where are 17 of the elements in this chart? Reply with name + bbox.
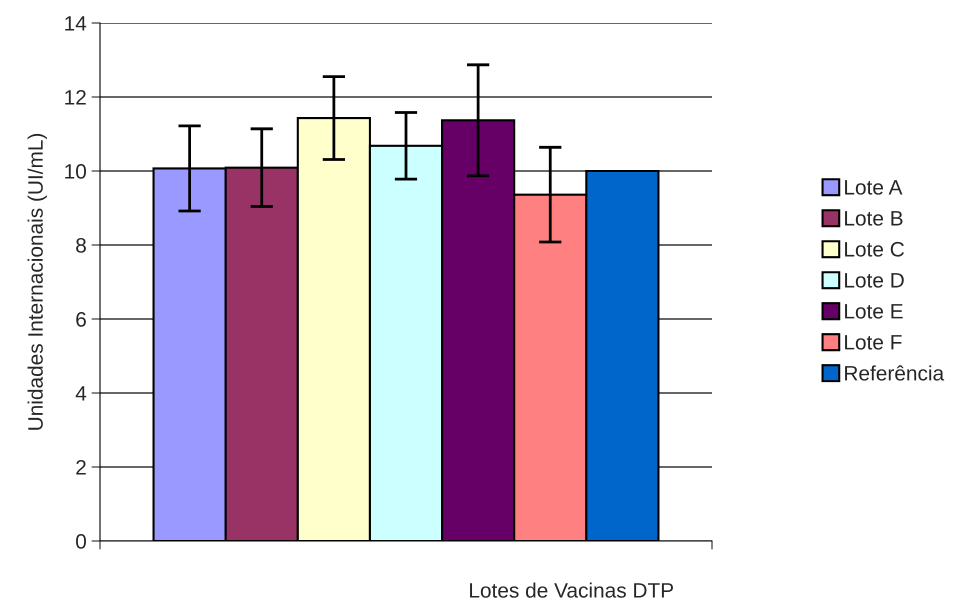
y-tick-label: 10 (65, 164, 86, 179)
legend-label: Lote D (845, 273, 904, 288)
legend-label: Referência (845, 365, 944, 381)
legend-label: Lote E (845, 304, 903, 319)
legend-label: Lote B (845, 211, 903, 226)
y-tick-label: 8 (76, 238, 86, 253)
legend-label: Lote F (845, 335, 902, 350)
y-tick-label: 6 (76, 312, 86, 327)
legend-label: Lote A (845, 180, 902, 195)
x-axis-title: Lotes de Vacinas DTP (470, 582, 674, 598)
y-tick-label: 0 (76, 534, 86, 549)
legend-label: Lote C (845, 242, 904, 257)
y-tick-label: 12 (65, 90, 86, 105)
y-axis-title: Unidades Internacionais (UI/mL) (28, 134, 47, 430)
y-tick-label: 2 (76, 460, 86, 475)
y-tick-label: 14 (65, 16, 86, 31)
y-tick-label: 4 (76, 386, 86, 401)
